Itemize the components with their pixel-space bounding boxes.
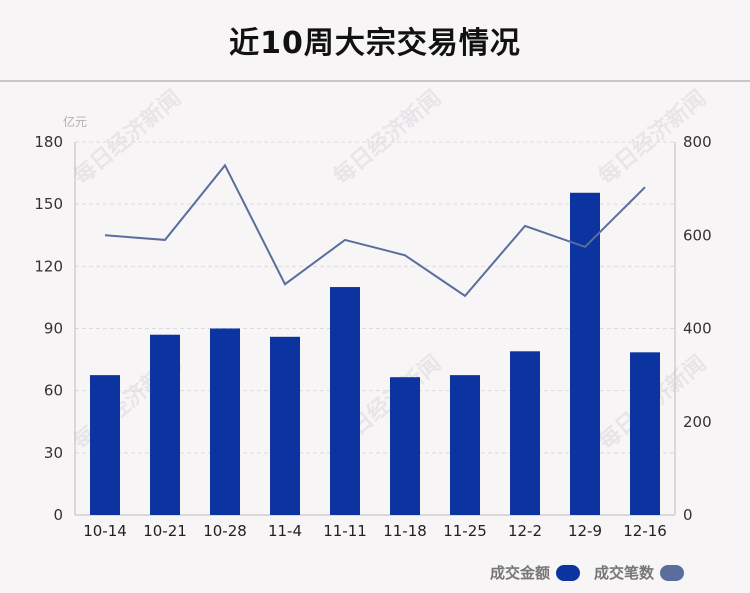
x-axis-tick-label: 11-25 (443, 522, 487, 540)
bar (630, 352, 660, 515)
chart-header: 近10周大宗交易情况 (0, 0, 750, 80)
right-axis-tick-label: 600 (683, 226, 712, 244)
left-axis-tick-label: 60 (44, 382, 63, 400)
bar (150, 334, 180, 515)
bar (570, 192, 600, 515)
bar (330, 287, 360, 515)
legend-item-count: 成交笔数 (594, 562, 684, 583)
bar (270, 336, 300, 515)
series-line-count (104, 163, 646, 298)
x-axis-tick-label: 10-14 (83, 522, 127, 540)
chart-title: 近10周大宗交易情况 (229, 26, 521, 61)
right-axis-tick-label: 200 (683, 413, 712, 431)
x-axis-tick-label: 11-18 (383, 522, 427, 540)
right-axis-tick-label: 400 (683, 320, 712, 338)
left-axis-tick-label: 120 (34, 257, 63, 275)
bar (450, 375, 480, 515)
legend: 成交金额 成交笔数 (490, 562, 684, 583)
legend-swatch-amount (555, 564, 580, 581)
right-axis-tick-label: 800 (683, 133, 712, 151)
x-axis-tick-label: 10-21 (143, 522, 187, 540)
legend-label-count: 成交笔数 (593, 564, 654, 582)
left-axis-tick-label: 30 (44, 444, 63, 462)
left-axis-tick-label: 90 (44, 320, 63, 338)
left-axis-tick-label: 150 (34, 195, 63, 213)
x-axis-tick-label: 12-2 (508, 522, 542, 540)
bar (510, 351, 540, 515)
header-divider (0, 80, 750, 82)
bar (210, 328, 240, 515)
x-axis-tick-label: 11-4 (268, 522, 302, 540)
left-axis-tick-label: 180 (34, 133, 63, 151)
right-axis-tick-label: 0 (683, 506, 693, 524)
x-axis-tick-label: 10-28 (203, 522, 247, 540)
x-axis-tick-label: 12-9 (568, 522, 602, 540)
legend-swatch-count (660, 564, 684, 581)
x-axis-tick-label: 12-16 (623, 522, 667, 540)
left-axis-tick-label: 0 (53, 506, 63, 524)
legend-item-amount: 成交金额 (490, 562, 580, 583)
bar (390, 377, 420, 515)
left-axis-unit: 亿元 (63, 115, 88, 129)
x-axis-tick-label: 11-11 (323, 522, 367, 540)
bar (90, 375, 120, 515)
legend-label-amount: 成交金额 (489, 564, 550, 582)
